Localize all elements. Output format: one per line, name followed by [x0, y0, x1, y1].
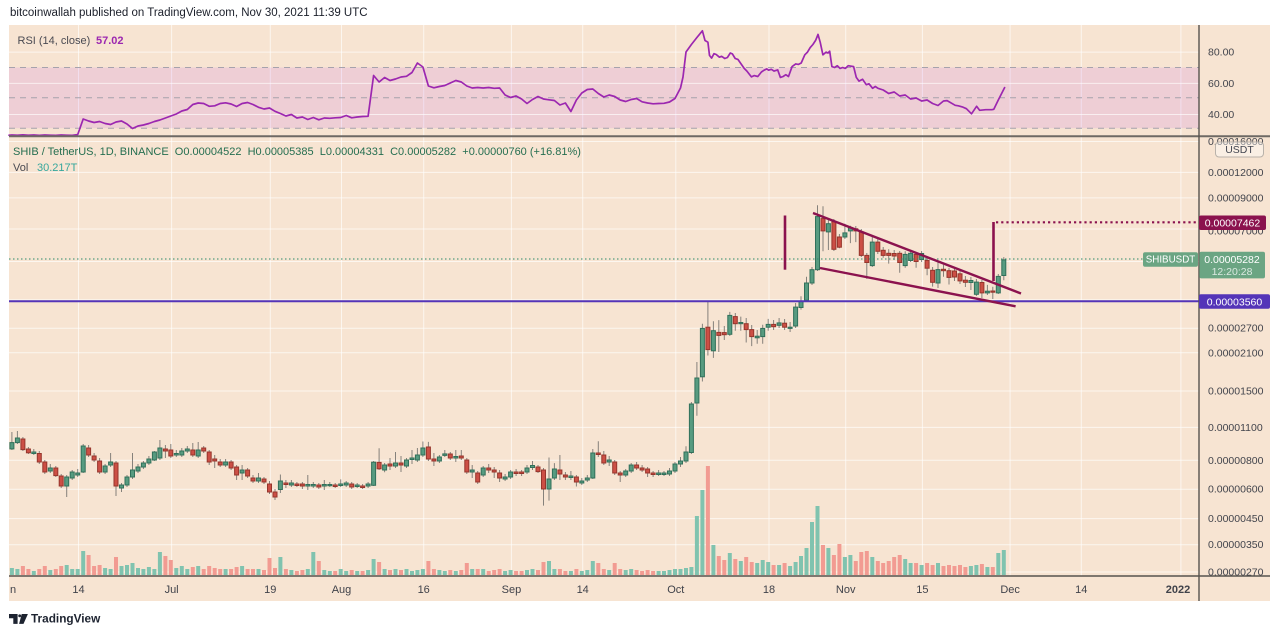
svg-text:0.00002700: 0.00002700 [1208, 323, 1264, 335]
svg-text:Nov: Nov [836, 584, 856, 596]
svg-text:0.00009000: 0.00009000 [1208, 192, 1264, 204]
svg-text:12:20:28: 12:20:28 [1212, 266, 1253, 278]
svg-text:30.217T: 30.217T [37, 162, 78, 174]
svg-text:SHIBUSDT: SHIBUSDT [1146, 255, 1196, 266]
svg-text:14: 14 [1075, 584, 1087, 596]
svg-text:0.00000350: 0.00000350 [1208, 539, 1264, 551]
svg-text:0.00003560: 0.00003560 [1207, 296, 1263, 308]
svg-text:Dec: Dec [1000, 584, 1020, 596]
svg-text:0.00000270: 0.00000270 [1208, 567, 1264, 579]
svg-text:0.00005282: 0.00005282 [1204, 254, 1260, 266]
svg-text:18: 18 [763, 584, 775, 596]
svg-text:0.00001100: 0.00001100 [1208, 422, 1263, 434]
svg-text:0.00012000: 0.00012000 [1208, 167, 1264, 179]
svg-text:RSI (14, close): RSI (14, close) [18, 35, 91, 47]
svg-text:Jun: Jun [0, 584, 16, 596]
svg-text:0.00000600: 0.00000600 [1208, 484, 1264, 496]
svg-text:0.00000800: 0.00000800 [1208, 455, 1264, 467]
svg-text:Aug: Aug [332, 584, 352, 596]
svg-text:0.00001500: 0.00001500 [1208, 386, 1264, 398]
svg-text:15: 15 [916, 584, 928, 596]
svg-text:TradingView: TradingView [31, 612, 101, 626]
svg-text:0.00007462: 0.00007462 [1205, 218, 1261, 230]
svg-text:Oct: Oct [667, 584, 684, 596]
svg-text:Vol: Vol [13, 162, 28, 174]
svg-text:Jul: Jul [165, 584, 179, 596]
svg-text:SHIB / TetherUS, 1D, BINANCE: SHIB / TetherUS, 1D, BINANCE O0.00004522… [13, 146, 581, 158]
svg-text:0.00000450: 0.00000450 [1208, 513, 1264, 525]
svg-text:16: 16 [418, 584, 430, 596]
svg-text:40.00: 40.00 [1208, 109, 1234, 121]
svg-text:USDT: USDT [1225, 144, 1254, 156]
svg-text:14: 14 [72, 584, 84, 596]
svg-text:19: 19 [264, 584, 276, 596]
svg-text:2022: 2022 [1166, 584, 1190, 596]
svg-text:60.00: 60.00 [1208, 78, 1234, 90]
svg-text:Sep: Sep [502, 584, 522, 596]
svg-text:0.00002100: 0.00002100 [1208, 347, 1264, 359]
svg-text:14: 14 [577, 584, 589, 596]
svg-text:80.00: 80.00 [1208, 47, 1234, 59]
svg-text:57.02: 57.02 [96, 35, 124, 47]
